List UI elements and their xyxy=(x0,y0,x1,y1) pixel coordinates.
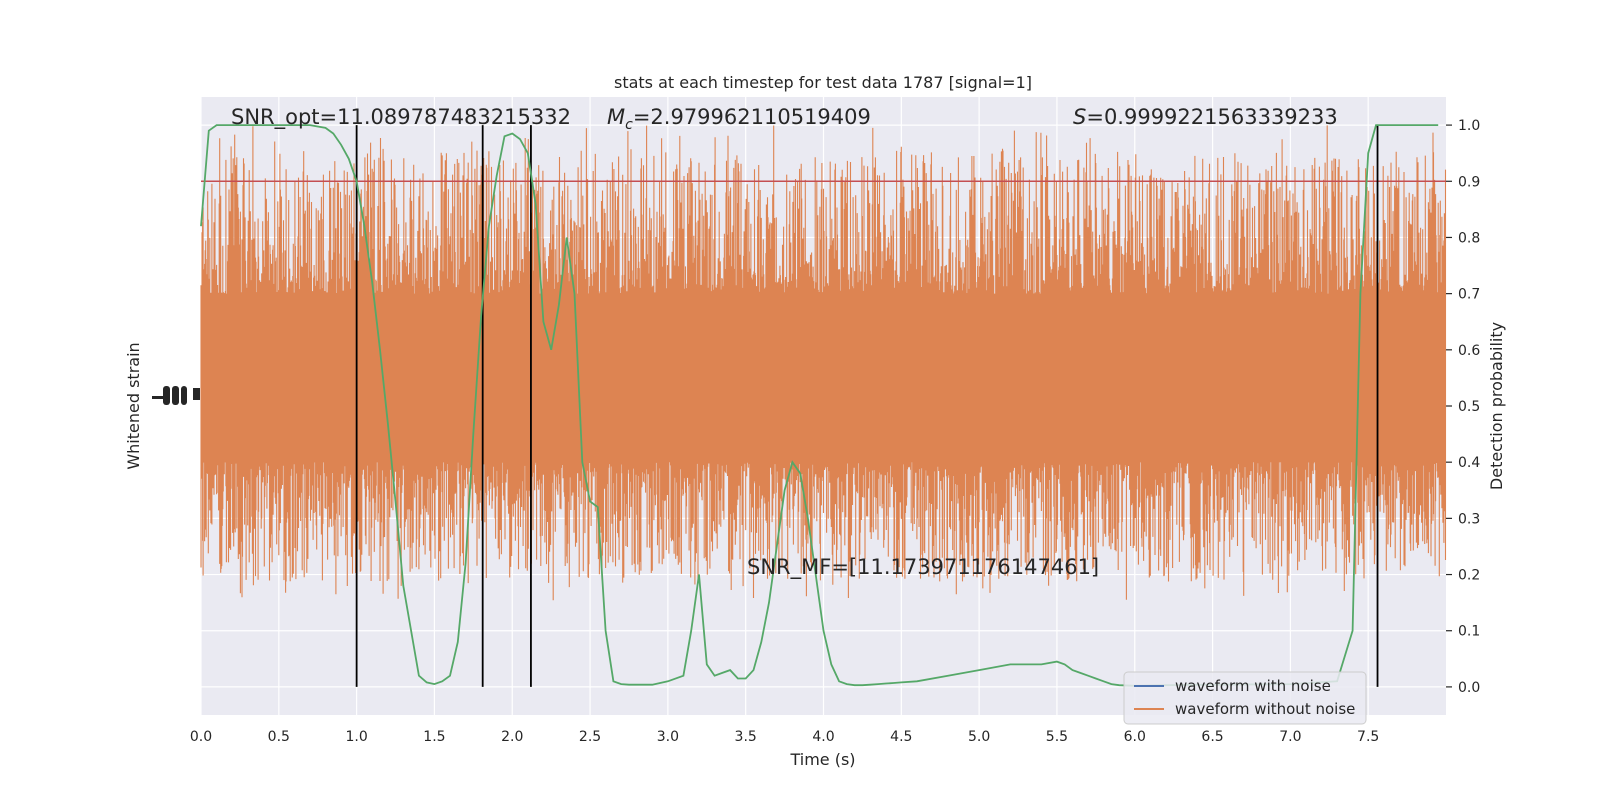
y-tick-label: 0.2 xyxy=(1458,568,1480,584)
y-axis-label-right: Detection probability xyxy=(1487,322,1506,490)
probability-line xyxy=(200,124,1439,687)
x-tick-label: 2.5 xyxy=(579,729,601,745)
y-axis-label-left: Whitened strain xyxy=(124,342,143,469)
y-tick-label: 1.0 xyxy=(1458,118,1480,134)
x-tick-label: 6.5 xyxy=(1201,729,1223,745)
y-tick-label: 0.7 xyxy=(1458,287,1480,303)
x-tick-label: 4.0 xyxy=(812,729,834,745)
y-tick-label: 0.3 xyxy=(1458,511,1480,527)
x-tick-label: 3.0 xyxy=(657,729,679,745)
chart-title: stats at each timestep for test data 178… xyxy=(614,73,1032,92)
x-tick-label: 0.5 xyxy=(268,729,290,745)
y-tick-label: 0.6 xyxy=(1458,343,1480,359)
y-tick-label: 0.0 xyxy=(1458,680,1480,696)
annotation-mc: Mc=2.979962110519409 xyxy=(607,105,871,133)
x-tick-label: 4.5 xyxy=(890,729,912,745)
x-axis-ticks: 0.0 0.5 1.0 1.5 2.0 2.5 3.0 3.5 4.0 4.5 5.0 5.5 6.0 6… xyxy=(190,729,1379,745)
x-axis-label: Time (s) xyxy=(789,750,855,769)
legend: waveform with noise waveform without noi… xyxy=(1123,671,1367,725)
x-tick-label: 2.0 xyxy=(501,729,523,745)
left-axis-tick-glyphs xyxy=(152,386,200,405)
y-tick-label: 0.9 xyxy=(1458,174,1480,190)
legend-label-without-noise: waveform without noise xyxy=(1175,700,1355,718)
annotation-snr-mf: SNR_MF=[11.173971176147461] xyxy=(747,555,1099,580)
x-tick-label: 5.5 xyxy=(1046,729,1068,745)
x-tick-label: 6.0 xyxy=(1124,729,1146,745)
x-tick-label: 5.0 xyxy=(968,729,990,745)
legend-label-with-noise: waveform with noise xyxy=(1175,677,1331,695)
x-tick-label: 7.0 xyxy=(1279,729,1301,745)
annotation-s: S=0.9999221563339233 xyxy=(1073,105,1338,129)
x-tick-label: 1.0 xyxy=(345,729,367,745)
x-tick-label: 1.5 xyxy=(423,729,445,745)
x-tick-label: 0.0 xyxy=(190,729,212,745)
y-tick-label: 0.5 xyxy=(1458,399,1480,415)
x-tick-label: 3.5 xyxy=(735,729,757,745)
y-axis-ticks-right: 0.0 0.1 0.2 0.3 0.4 0.5 0.6 0.7 0.8 0.9 1.0 xyxy=(1446,118,1480,696)
strain-series xyxy=(200,125,1447,601)
y-tick-label: 0.4 xyxy=(1458,455,1480,471)
legend-box xyxy=(1123,671,1367,725)
x-tick-label: 7.5 xyxy=(1357,729,1379,745)
event-markers xyxy=(355,125,1379,687)
strain-core xyxy=(201,293,1446,463)
y-tick-label: 0.8 xyxy=(1458,230,1480,246)
annotation-snr-opt: SNR_opt=11.089787483215332 xyxy=(231,105,571,130)
y-tick-label: 0.1 xyxy=(1458,624,1480,640)
